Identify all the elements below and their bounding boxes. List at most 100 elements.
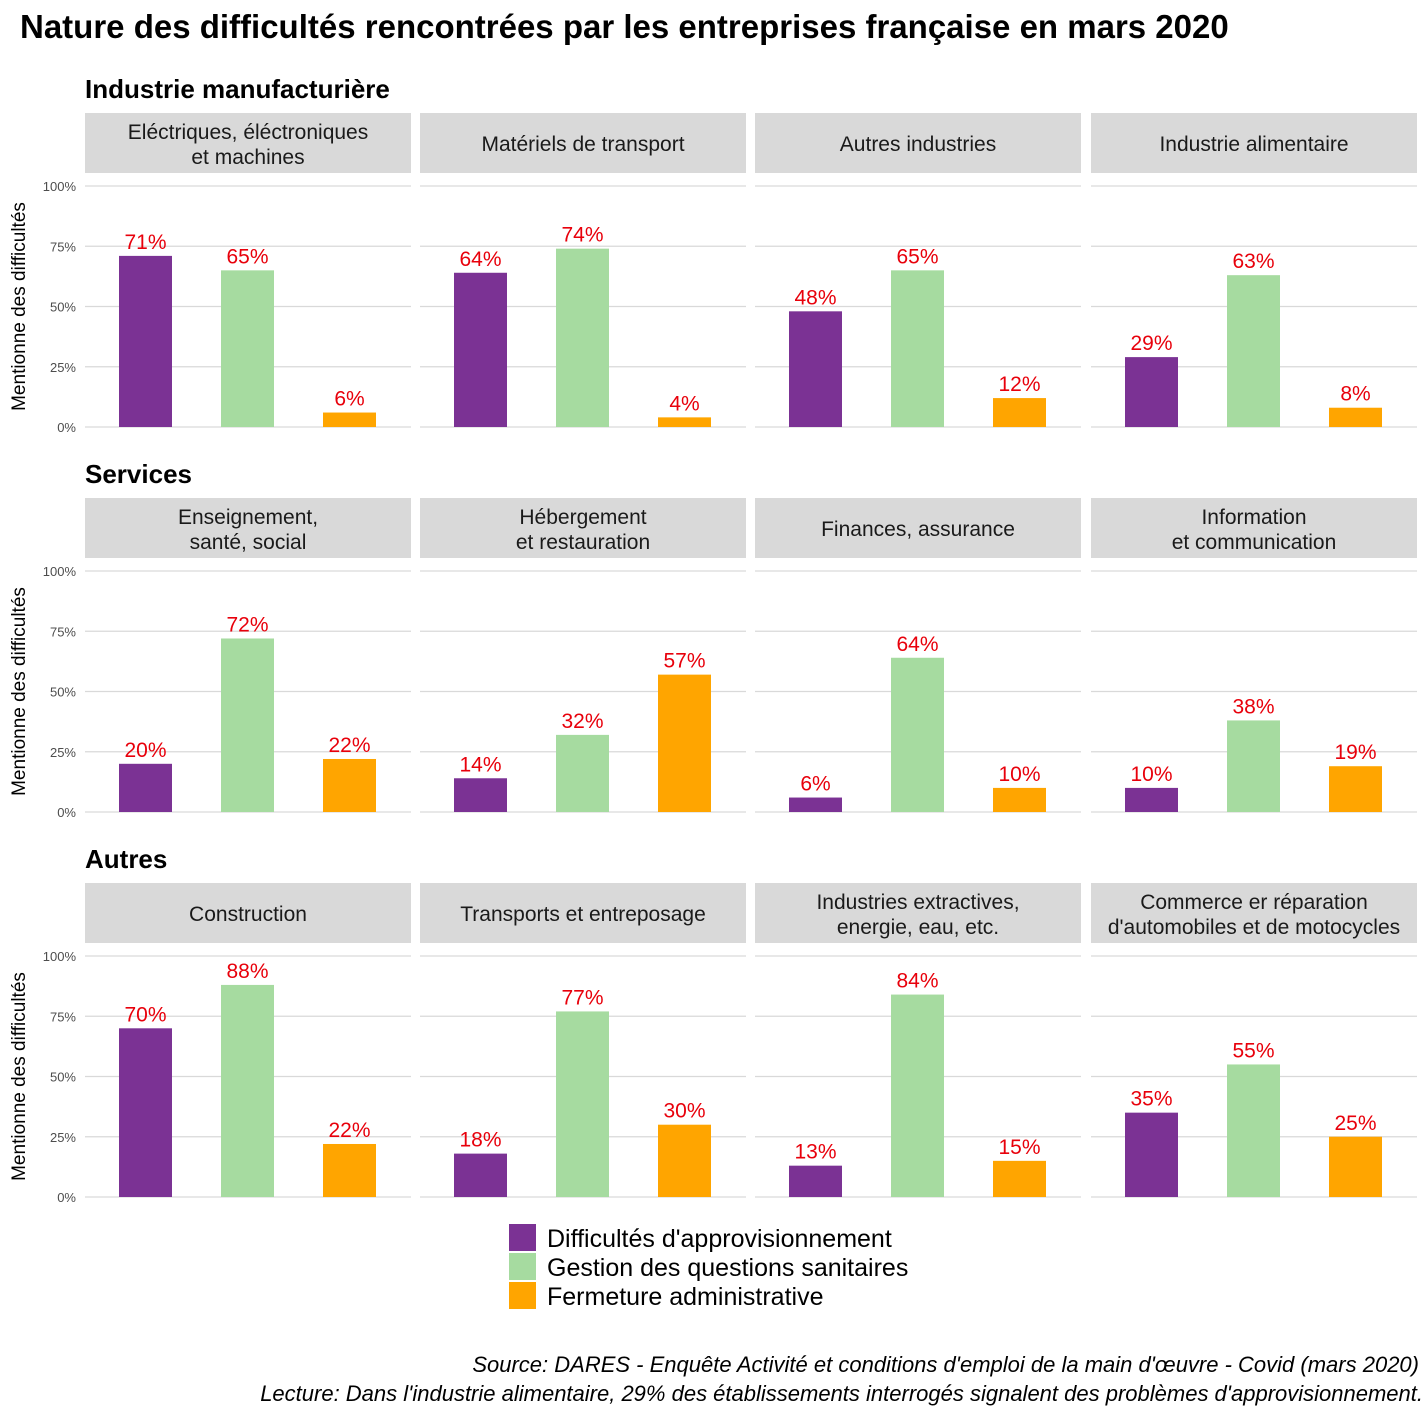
bar <box>658 1124 711 1197</box>
panel-strip <box>420 498 746 558</box>
data-label: 20% <box>124 739 166 762</box>
legend-label: Fermeture administrative <box>547 1283 823 1311</box>
bar <box>323 412 376 427</box>
panel-strip <box>1091 113 1417 173</box>
data-label: 22% <box>328 1119 370 1142</box>
y-tick-label: 75% <box>50 624 76 639</box>
panel-label: Hébergement <box>519 506 646 529</box>
data-label: 84% <box>896 970 938 993</box>
y-tick-label: 25% <box>50 360 76 375</box>
legend-entry: Gestion des questions sanitaires <box>509 1253 908 1282</box>
bar <box>1125 1112 1178 1197</box>
legend-swatch <box>509 1253 536 1280</box>
data-label: 25% <box>1334 1112 1376 1135</box>
bar <box>1329 1136 1382 1197</box>
bar <box>789 1165 842 1197</box>
panel-label: energie, eau, etc. <box>837 916 999 939</box>
y-tick-label: 50% <box>50 300 76 315</box>
panel-strip <box>755 883 1081 943</box>
y-tick-label: 0% <box>57 1190 76 1205</box>
bar <box>993 787 1046 812</box>
panel-strip <box>85 113 411 173</box>
legend-label: Difficultés d'approvisionnement <box>547 1225 892 1253</box>
panel: Enseignement,santé, social 20% 72% 22% <box>85 498 411 813</box>
bar <box>454 1153 507 1197</box>
data-label: 74% <box>561 224 603 247</box>
bar <box>119 1028 172 1197</box>
legend-entry: Difficultés d'approvisionnement <box>509 1224 892 1253</box>
caption-source: Source: DARES - Enquête Activité et cond… <box>472 1352 1419 1377</box>
panel-label: Autres industries <box>840 133 996 156</box>
data-label: 12% <box>998 373 1040 396</box>
panel-label: Information <box>1201 506 1306 529</box>
bar <box>1329 407 1382 427</box>
y-tick-label: 50% <box>50 685 76 700</box>
data-label: 13% <box>794 1141 836 1164</box>
panel-label: Industrie alimentaire <box>1159 133 1348 156</box>
panel: Autres industries 48% 65% 12% <box>755 113 1081 428</box>
y-tick-label: 50% <box>50 1070 76 1085</box>
data-label: 77% <box>561 986 603 1009</box>
bar <box>1329 766 1382 812</box>
data-label: 64% <box>896 633 938 656</box>
panel-label: d'automobiles et de motocycles <box>1108 916 1400 939</box>
panel-label: Enseignement, <box>178 506 318 529</box>
caption-reading: Lecture: Dans l'industrie alimentaire, 2… <box>260 1381 1423 1406</box>
bar <box>1125 787 1178 812</box>
bar <box>891 994 944 1197</box>
data-label: 70% <box>124 1003 166 1026</box>
legend-entry: Fermeture administrative <box>509 1282 823 1311</box>
data-label: 65% <box>896 245 938 268</box>
legend-swatch <box>509 1282 536 1309</box>
data-label: 6% <box>334 388 364 411</box>
data-label: 65% <box>226 245 268 268</box>
y-tick-label: 75% <box>50 1009 76 1024</box>
legend-label: Gestion des questions sanitaires <box>547 1254 908 1282</box>
data-label: 15% <box>998 1136 1040 1159</box>
data-label: 10% <box>998 763 1040 786</box>
panel: Construction 70% 88% 22% <box>85 883 411 1198</box>
bar <box>789 797 842 812</box>
panel-label: santé, social <box>190 531 307 554</box>
data-label: 29% <box>1130 332 1172 355</box>
section-title: Services <box>85 459 192 489</box>
section-3: Autres Mentionne des difficultés 0% 25% 50% 7… <box>9 844 1417 1205</box>
y-tick-label: 0% <box>57 805 76 820</box>
panel-strip <box>420 883 746 943</box>
panel-strip <box>1091 498 1417 558</box>
bar <box>221 270 274 427</box>
bar <box>658 417 711 427</box>
data-label: 63% <box>1232 250 1274 273</box>
bar <box>556 248 609 427</box>
y-tick-label: 75% <box>50 239 76 254</box>
section-title: Industrie manufacturière <box>85 74 390 104</box>
panel-label: Eléctriques, éléctroniques <box>128 121 368 144</box>
y-axis-label: Mentionne des difficultés <box>9 972 30 1181</box>
panel-strip <box>1091 883 1417 943</box>
data-label: 57% <box>663 650 705 673</box>
y-axis-label: Mentionne des difficultés <box>9 587 30 796</box>
bar <box>323 1143 376 1197</box>
data-label: 55% <box>1232 1039 1274 1062</box>
bar <box>658 674 711 812</box>
data-label: 19% <box>1334 741 1376 764</box>
panel-label: Industries extractives, <box>816 891 1019 914</box>
data-label: 38% <box>1232 695 1274 718</box>
bar <box>119 255 172 427</box>
bar <box>119 763 172 812</box>
bar <box>556 734 609 812</box>
bar <box>993 398 1046 427</box>
data-label: 72% <box>226 613 268 636</box>
bar <box>221 984 274 1197</box>
data-label: 14% <box>459 753 501 776</box>
data-label: 22% <box>328 734 370 757</box>
panel: Finances, assurance 6% 64% 10% <box>755 498 1081 813</box>
panel-strip <box>755 498 1081 558</box>
data-label: 48% <box>794 286 836 309</box>
bar <box>454 778 507 812</box>
section-1: Industrie manufacturière Mentionne des di… <box>9 74 1417 435</box>
data-label: 35% <box>1130 1088 1172 1111</box>
